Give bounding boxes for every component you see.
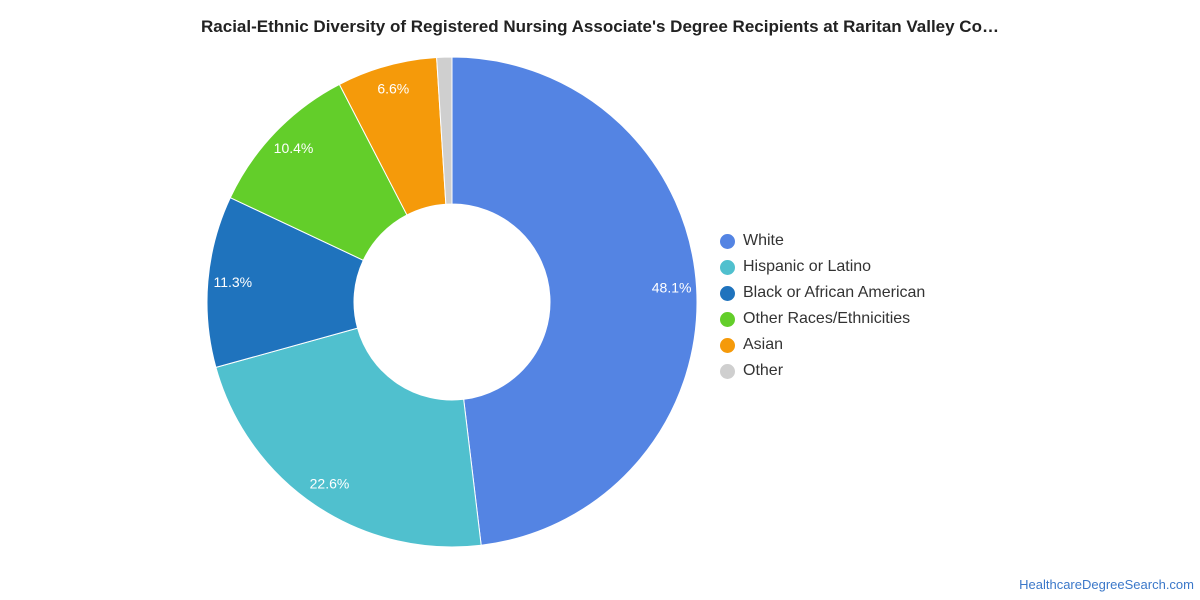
legend-swatch-icon	[720, 337, 735, 353]
legend-label: Black or African American	[743, 284, 926, 301]
slice-data-label: 6.6%	[377, 81, 409, 97]
legend-swatch-icon	[720, 311, 735, 327]
legend-label: Other Races/Ethnicities	[743, 310, 911, 327]
legend-item[interactable]: Other	[720, 358, 925, 384]
legend-label: Other	[743, 362, 784, 379]
legend-swatch-icon	[720, 233, 735, 249]
chart-title: Racial-Ethnic Diversity of Registered Nu…	[201, 17, 999, 36]
slice-data-label: 10.4%	[274, 140, 314, 156]
slice-black-or-african-american[interactable]	[206, 197, 364, 369]
slice-white[interactable]	[451, 56, 698, 546]
legend-swatch-icon	[720, 285, 735, 301]
legend-item[interactable]: White	[720, 228, 925, 254]
legend-swatch-icon	[720, 259, 735, 275]
slice-other-races-ethnicities[interactable]	[229, 83, 408, 261]
source-link[interactable]: HealthcareDegreeSearch.com	[1019, 577, 1194, 592]
slice-data-label: 22.6%	[310, 475, 350, 491]
legend-label: White	[743, 232, 784, 249]
slice-other[interactable]	[436, 56, 453, 205]
slice-data-label: 11.3%	[213, 274, 252, 290]
legend-item[interactable]: Black or African American	[720, 280, 925, 306]
legend-item[interactable]: Hispanic or Latino	[720, 254, 925, 280]
legend-swatch-icon	[720, 363, 735, 379]
legend-label: Asian	[743, 336, 784, 353]
slice-data-label: 48.1%	[652, 280, 692, 296]
legend-item[interactable]: Other Races/Ethnicities	[720, 306, 925, 332]
slice-hispanic-or-latino[interactable]	[215, 327, 482, 548]
chart-legend: White Hispanic or Latino Black or African …	[720, 228, 925, 384]
legend-label: Hispanic or Latino	[743, 258, 872, 275]
legend-item[interactable]: Asian	[720, 332, 925, 358]
